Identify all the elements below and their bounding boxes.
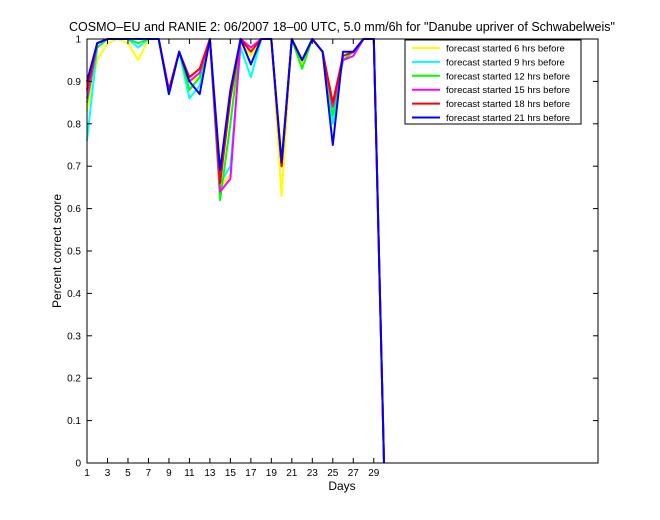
x-tick-label: 5 xyxy=(125,468,131,479)
x-axis: 1 3 5 7 9 11 13 15 17 19 21 23 25 27 29 xyxy=(84,39,380,479)
y-tick-label: 0.1 xyxy=(67,416,81,427)
chart-title: COSMO–EU and RANIE 2: 06/2007 18–00 UTC,… xyxy=(69,20,615,34)
legend-label: forecast started 21 hrs before xyxy=(446,113,570,124)
x-tick-label: 23 xyxy=(307,468,319,479)
legend-label: forecast started 15 hrs before xyxy=(446,85,570,96)
x-tick-label: 25 xyxy=(327,468,339,479)
y-tick-label: 0.2 xyxy=(67,374,81,385)
legend-label: forecast started 12 hrs before xyxy=(446,71,570,82)
y-tick-label: 0.4 xyxy=(67,289,81,300)
x-tick-label: 21 xyxy=(286,468,298,479)
y-tick-label: 0.8 xyxy=(67,119,81,130)
y-tick-label: 0.9 xyxy=(67,77,81,88)
legend-label: forecast started 18 hrs before xyxy=(446,99,570,110)
y-tick-label: 0.5 xyxy=(67,247,81,258)
y-tick-label: 0.3 xyxy=(67,331,81,342)
x-tick-label: 3 xyxy=(105,468,111,479)
x-axis-label: Days xyxy=(328,479,355,493)
y-axis-label: Percent correct score xyxy=(50,194,64,308)
y-axis: 0 0.1 0.2 0.3 0.4 0.5 0.6 0.7 0.8 0.9 1 xyxy=(67,35,598,470)
x-tick-label: 1 xyxy=(84,468,90,479)
x-tick-label: 29 xyxy=(368,468,380,479)
x-tick-label: 15 xyxy=(225,468,237,479)
x-tick-label: 11 xyxy=(184,468,195,479)
x-tick-label: 9 xyxy=(166,468,172,479)
series-line-3 xyxy=(86,38,385,464)
legend-label: forecast started 9 hrs before xyxy=(446,57,565,68)
x-tick-label: 19 xyxy=(266,468,278,479)
y-tick-label: 1 xyxy=(75,35,81,46)
y-tick-label: 0.6 xyxy=(67,204,81,215)
x-tick-label: 17 xyxy=(245,468,257,479)
y-tick-label: 0 xyxy=(75,459,81,470)
legend-box xyxy=(404,39,582,125)
y-tick-label: 0.7 xyxy=(67,162,81,173)
legend: forecast started 6 hrs before forecast st… xyxy=(404,39,582,125)
legend-label: forecast started 6 hrs before xyxy=(446,44,565,55)
x-tick-label: 13 xyxy=(204,468,216,479)
x-tick-label: 7 xyxy=(146,468,152,479)
x-tick-label: 27 xyxy=(348,468,360,479)
